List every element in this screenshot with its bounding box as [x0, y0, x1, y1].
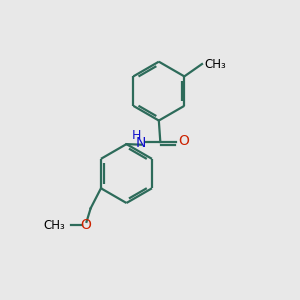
Text: CH₃: CH₃ [204, 58, 226, 70]
Text: CH₃: CH₃ [44, 219, 66, 232]
Text: O: O [178, 134, 189, 148]
Text: H: H [132, 129, 141, 142]
Text: O: O [80, 218, 91, 233]
Text: N: N [136, 136, 146, 150]
